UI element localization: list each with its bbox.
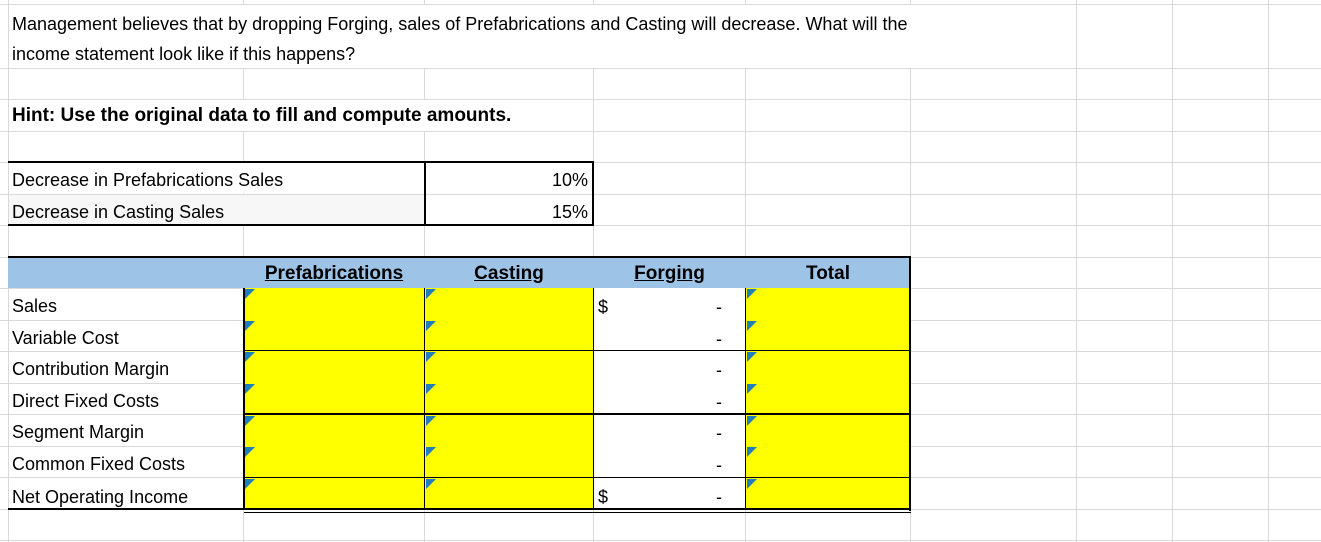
input-total-cm-dfc[interactable] <box>746 351 909 413</box>
row-label-contribution-margin: Contribution Margin <box>12 359 170 379</box>
input-casting-sm-cfc[interactable] <box>425 415 593 477</box>
question-line-1: Management believes that by dropping For… <box>12 14 908 34</box>
input-prefab-cm-dfc[interactable] <box>244 351 424 413</box>
input-total-sm-cfc[interactable] <box>746 415 909 477</box>
forging-cfc-value[interactable]: - <box>716 455 722 475</box>
row-label-net-operating-income: Net Operating Income <box>12 487 189 507</box>
assumption-value-casting[interactable]: 15% <box>551 202 588 222</box>
comment-marker-icon[interactable] <box>426 289 436 299</box>
forging-sales-value[interactable]: - <box>716 297 722 317</box>
comment-marker-icon[interactable] <box>426 447 436 457</box>
forging-noi-value[interactable]: - <box>716 487 722 507</box>
input-casting-cm-dfc[interactable] <box>425 351 593 413</box>
input-casting-sales-variable[interactable] <box>425 288 593 350</box>
comment-marker-icon[interactable] <box>747 289 757 299</box>
input-prefab-sales-variable[interactable] <box>244 288 424 350</box>
comment-marker-icon[interactable] <box>245 447 255 457</box>
hint-text: Hint: Use the original data to fill and … <box>12 105 512 126</box>
input-prefab-noi[interactable] <box>244 478 424 508</box>
comment-marker-icon[interactable] <box>426 321 436 331</box>
comment-marker-icon[interactable] <box>245 384 255 394</box>
forging-variable-value[interactable]: - <box>716 329 722 349</box>
assumption-value-prefab[interactable]: 10% <box>551 170 588 190</box>
input-prefab-sm-cfc[interactable] <box>244 415 424 477</box>
input-total-sales-variable[interactable] <box>746 288 909 350</box>
col-header-forging: Forging <box>634 263 705 284</box>
forging-cm-value[interactable]: - <box>716 360 722 380</box>
comment-marker-icon[interactable] <box>747 321 757 331</box>
input-casting-noi[interactable] <box>425 478 593 508</box>
row-label-variable-cost: Variable Cost <box>12 328 119 348</box>
comment-marker-icon[interactable] <box>426 416 436 426</box>
col-header-prefabrications: Prefabrications <box>264 263 404 284</box>
comment-marker-icon[interactable] <box>426 352 436 362</box>
forging-sm-value[interactable]: - <box>716 423 722 443</box>
comment-marker-icon[interactable] <box>747 352 757 362</box>
assumption-label-casting: Decrease in Casting Sales <box>12 202 225 222</box>
input-total-noi[interactable] <box>746 478 909 508</box>
comment-marker-icon[interactable] <box>245 321 255 331</box>
comment-marker-icon[interactable] <box>426 479 436 489</box>
row-label-common-fixed-costs: Common Fixed Costs <box>12 454 186 474</box>
comment-marker-icon[interactable] <box>747 416 757 426</box>
comment-marker-icon[interactable] <box>245 416 255 426</box>
comment-marker-icon[interactable] <box>245 352 255 362</box>
forging-dfc-value[interactable]: - <box>716 392 722 412</box>
assumption-label-prefab: Decrease in Prefabrications Sales <box>12 170 284 190</box>
row-label-direct-fixed-costs: Direct Fixed Costs <box>12 391 160 411</box>
question-line-2: income statement look like if this happe… <box>12 44 356 64</box>
forging-noi-currency: $ <box>598 487 609 507</box>
col-header-casting: Casting <box>474 263 544 284</box>
row-label-segment-margin: Segment Margin <box>12 422 145 442</box>
comment-marker-icon[interactable] <box>747 479 757 489</box>
comment-marker-icon[interactable] <box>245 479 255 489</box>
comment-marker-icon[interactable] <box>245 289 255 299</box>
col-header-total: Total <box>806 263 850 284</box>
row-label-sales: Sales <box>12 296 58 316</box>
comment-marker-icon[interactable] <box>747 384 757 394</box>
comment-marker-icon[interactable] <box>747 447 757 457</box>
forging-sales-currency: $ <box>598 297 609 317</box>
comment-marker-icon[interactable] <box>426 384 436 394</box>
